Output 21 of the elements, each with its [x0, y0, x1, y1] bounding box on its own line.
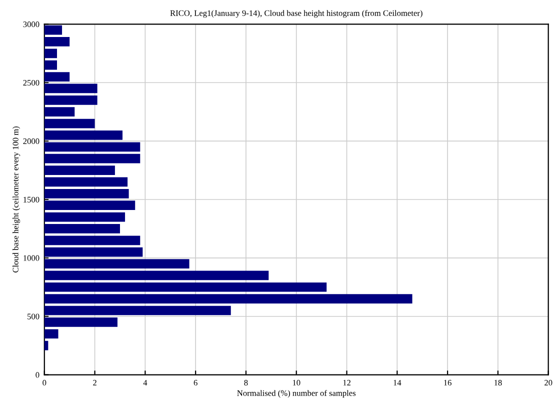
x-tick-label: 12: [343, 380, 350, 386]
x-tick-label: 0: [42, 380, 46, 386]
y-tick-label: 3000: [23, 22, 40, 28]
y-tick-label: 0: [36, 372, 40, 378]
y-tick-label: 2000: [23, 138, 40, 144]
y-tick-label: 1500: [24, 196, 40, 202]
y-tick-label: 2500: [23, 80, 40, 86]
x-tick-label: 6: [194, 380, 198, 386]
y-tick-label: 500: [28, 314, 40, 320]
x-tick-label: 4: [143, 380, 148, 386]
x-tick-label: 20: [544, 380, 552, 386]
x-tick-label: 8: [244, 380, 248, 386]
x-axis-title: Normalised (%) number of samples: [237, 390, 356, 398]
y-tick-label: 1000: [24, 255, 40, 261]
x-tick-label: 16: [444, 380, 452, 386]
x-tick-label: 10: [292, 380, 300, 386]
x-tick-label: 14: [394, 380, 402, 386]
y-axis-title: Cloud base height (ceilometer every 100 m): [12, 126, 20, 272]
chart-title: RICO, Leg1(January 9-14), Cloud base height histogram (from Ceilometer): [170, 10, 422, 18]
x-tick-label: 2: [93, 380, 96, 386]
x-tick-label: 18: [494, 380, 502, 386]
